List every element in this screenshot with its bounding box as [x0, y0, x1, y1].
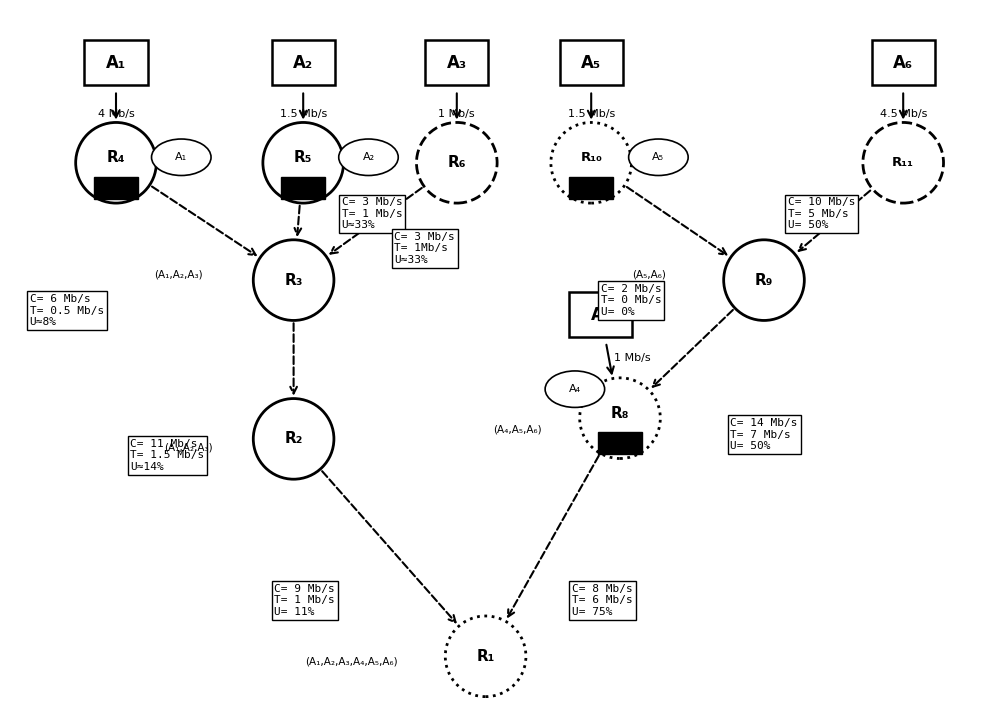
Text: 4.5 Mb/s: 4.5 Mb/s — [880, 109, 927, 119]
Text: R₁₁: R₁₁ — [892, 156, 914, 169]
Text: R₁₀: R₁₀ — [580, 152, 602, 165]
Text: (A₄,A₅,A₆): (A₄,A₅,A₆) — [493, 425, 542, 435]
Text: A₂: A₂ — [293, 54, 313, 72]
Text: (A₁,A₂,A₃): (A₁,A₂,A₃) — [154, 270, 203, 280]
Text: C= 3 Mb/s
T= 1Mb/s
U≈33%: C= 3 Mb/s T= 1Mb/s U≈33% — [394, 232, 455, 265]
Text: R₈: R₈ — [611, 406, 629, 421]
Ellipse shape — [580, 378, 660, 459]
Text: R₂: R₂ — [284, 431, 303, 446]
Text: C= 9 Mb/s
T= 1 Mb/s
U= 11%: C= 9 Mb/s T= 1 Mb/s U= 11% — [274, 584, 335, 617]
Text: C= 6 Mb/s
T= 0.5 Mb/s
U≈8%: C= 6 Mb/s T= 0.5 Mb/s U≈8% — [30, 294, 104, 327]
Ellipse shape — [629, 139, 688, 175]
Ellipse shape — [445, 616, 526, 697]
Text: C= 8 Mb/s
T= 6 Mb/s
U= 75%: C= 8 Mb/s T= 6 Mb/s U= 75% — [572, 584, 633, 617]
FancyBboxPatch shape — [94, 177, 138, 199]
Ellipse shape — [76, 122, 156, 203]
Text: 1.5 Mb/s: 1.5 Mb/s — [568, 109, 615, 119]
Text: R₆: R₆ — [448, 155, 466, 170]
Text: C= 14 Mb/s
T= 7 Mb/s
U= 50%: C= 14 Mb/s T= 7 Mb/s U= 50% — [730, 418, 798, 452]
Text: C= 3 Mb/s
T= 1 Mb/s
U≈33%: C= 3 Mb/s T= 1 Mb/s U≈33% — [342, 197, 402, 231]
FancyBboxPatch shape — [598, 432, 642, 454]
Ellipse shape — [545, 371, 605, 408]
Text: 4 Mb/s: 4 Mb/s — [98, 109, 134, 119]
Text: (A₁,A₂,A₃,A₄,A₅,A₆): (A₁,A₂,A₃,A₄,A₅,A₆) — [305, 657, 398, 667]
Text: A₄: A₄ — [569, 384, 581, 394]
Text: C= 11 Mb/s
T= 1.5 Mb/s
U≈14%: C= 11 Mb/s T= 1.5 Mb/s U≈14% — [130, 439, 205, 472]
FancyBboxPatch shape — [272, 40, 335, 86]
Ellipse shape — [339, 139, 398, 175]
Ellipse shape — [416, 122, 497, 203]
FancyBboxPatch shape — [569, 292, 632, 337]
FancyBboxPatch shape — [872, 40, 935, 86]
Text: A₆: A₆ — [893, 54, 913, 72]
Text: A₂: A₂ — [362, 152, 375, 162]
Text: R₁: R₁ — [476, 649, 495, 664]
Text: C= 10 Mb/s
T= 5 Mb/s
U= 50%: C= 10 Mb/s T= 5 Mb/s U= 50% — [788, 197, 856, 231]
Ellipse shape — [724, 240, 804, 321]
Text: (A₅,A₆): (A₅,A₆) — [632, 270, 666, 280]
Text: A₅: A₅ — [581, 54, 601, 72]
Text: (A₁,A₂,A₃): (A₁,A₂,A₃) — [164, 442, 212, 452]
Text: A₁: A₁ — [106, 54, 126, 72]
FancyBboxPatch shape — [560, 40, 623, 86]
Text: A₄: A₄ — [591, 306, 611, 324]
Text: R₉: R₉ — [755, 273, 773, 288]
Text: 1 Mb/s: 1 Mb/s — [438, 109, 475, 119]
Text: A₁: A₁ — [175, 152, 187, 162]
Text: 1.5 Mb/s: 1.5 Mb/s — [280, 109, 327, 119]
FancyBboxPatch shape — [569, 177, 613, 199]
Text: A₅: A₅ — [652, 152, 664, 162]
Ellipse shape — [863, 122, 944, 203]
FancyBboxPatch shape — [281, 177, 325, 199]
Text: R₃: R₃ — [284, 273, 303, 288]
Text: C= 2 Mb/s
T= 0 Mb/s
U= 0%: C= 2 Mb/s T= 0 Mb/s U= 0% — [601, 283, 662, 317]
FancyBboxPatch shape — [84, 40, 148, 86]
Text: 1 Mb/s: 1 Mb/s — [614, 353, 651, 363]
Ellipse shape — [253, 398, 334, 479]
Ellipse shape — [263, 122, 344, 203]
Ellipse shape — [551, 122, 632, 203]
Ellipse shape — [152, 139, 211, 175]
Ellipse shape — [253, 240, 334, 321]
FancyBboxPatch shape — [425, 40, 488, 86]
Text: R₄: R₄ — [107, 150, 125, 165]
Text: R₅: R₅ — [294, 150, 312, 165]
Text: A₃: A₃ — [447, 54, 467, 72]
